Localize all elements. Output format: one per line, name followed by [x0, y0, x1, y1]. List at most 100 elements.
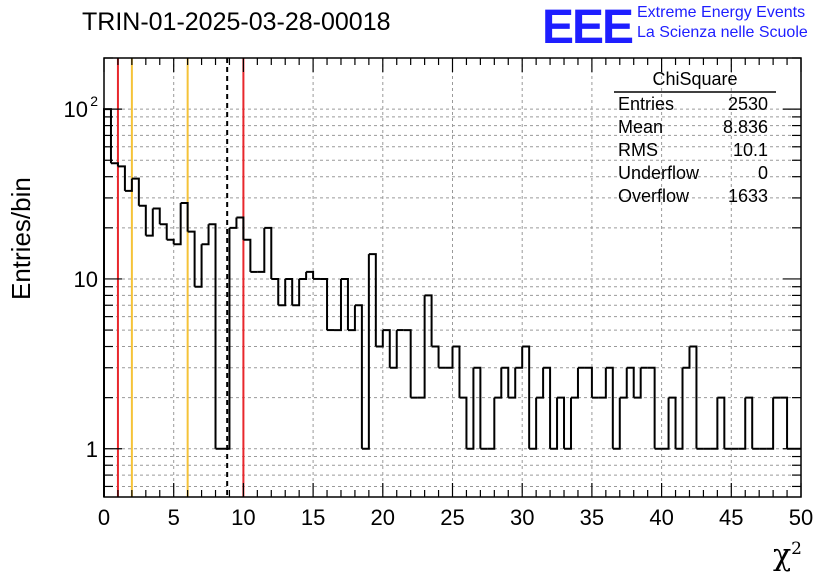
x-tick-label: 40	[649, 505, 673, 530]
histogram-bin	[745, 396, 754, 449]
histogram-bin	[354, 304, 363, 449]
histogram-bin	[494, 367, 503, 399]
histogram-bin	[180, 202, 189, 232]
histogram-bin	[152, 207, 161, 225]
histogram-bin	[584, 366, 593, 398]
histogram-bin	[612, 397, 621, 450]
histogram-bin	[633, 367, 642, 399]
histogram-bin	[647, 366, 656, 449]
logo-line-2: La Scienza nelle Scuole	[637, 24, 808, 41]
stats-row-value: 2530	[728, 94, 768, 114]
histogram-bin	[508, 367, 517, 399]
histogram-bin	[285, 277, 294, 306]
stats-row-label: Entries	[618, 94, 674, 114]
y-tick-label: 1	[86, 437, 98, 462]
histogram-bin	[487, 397, 496, 450]
histogram-bin	[131, 177, 140, 206]
histogram-bin	[619, 367, 628, 399]
x-tick-label: 30	[510, 505, 534, 530]
histogram-bin	[264, 226, 273, 279]
x-tick-label: 25	[440, 505, 464, 530]
histogram-bin	[229, 217, 238, 229]
histogram-bin	[138, 204, 147, 236]
stats-row-label: Underflow	[618, 163, 700, 183]
y-tick-label-superscript: 2	[90, 93, 98, 109]
stats-row-value: 1633	[728, 186, 768, 206]
histogram-bin	[236, 216, 245, 240]
histogram-bin	[598, 367, 607, 399]
histogram-bin	[543, 366, 552, 449]
stats-row-label: RMS	[618, 140, 658, 160]
histogram-bin	[187, 230, 196, 287]
stats-row-label: Mean	[618, 117, 663, 137]
x-tick-label: 5	[168, 505, 180, 530]
stats-row-label: Overflow	[618, 186, 690, 206]
histogram-bin	[145, 208, 154, 237]
histogram-bin	[717, 396, 726, 449]
histogram-bin	[361, 254, 370, 450]
x-tick-label: 15	[301, 505, 325, 530]
histogram-bin	[766, 397, 775, 450]
histogram-bin	[780, 396, 789, 449]
histogram-bin	[668, 396, 677, 449]
histogram-bin	[445, 346, 454, 369]
y-tick-label: 10	[74, 267, 98, 292]
histogram-bin	[536, 367, 545, 399]
x-tick-label: 35	[580, 505, 604, 530]
histogram-bin	[110, 162, 119, 167]
histogram-bin	[682, 346, 691, 369]
histogram-bin	[522, 345, 531, 449]
histogram-bin	[208, 223, 217, 449]
histogram-bin	[194, 244, 203, 288]
logo-line-1: Extreme Energy Events	[637, 4, 806, 21]
x-axis-label-superscript: 2	[791, 539, 802, 559]
chart-title: TRIN-01-2025-03-28-00018	[82, 8, 391, 36]
stats-box-title: ChiSquare	[652, 69, 737, 89]
x-tick-label: 0	[98, 505, 110, 530]
histogram-bin	[459, 396, 468, 449]
histogram-bin	[626, 366, 635, 398]
histogram-bin	[103, 108, 112, 497]
histogram-bin	[347, 305, 356, 332]
histogram-bin	[466, 367, 475, 450]
histogram-layer	[103, 108, 801, 497]
stats-row-value: 0	[758, 163, 768, 183]
histogram-bin	[675, 367, 684, 450]
histogram-bin	[403, 329, 412, 398]
histogram-bin	[557, 396, 566, 449]
histogram-bin	[201, 224, 210, 246]
histogram-bin	[278, 278, 287, 307]
histogram-bin	[689, 345, 698, 449]
y-tick-label: 10	[64, 97, 88, 122]
histogram-bin	[389, 330, 398, 369]
histogram-bin	[710, 397, 719, 450]
histogram-bin	[173, 203, 182, 246]
histogram-bin	[738, 397, 747, 450]
histogram-bin	[375, 330, 384, 348]
x-axis-label: χ2	[773, 538, 802, 573]
histogram-bin	[382, 329, 391, 368]
histogram-bin	[243, 238, 252, 272]
x-tick-label: 45	[719, 505, 743, 530]
x-axis-label-symbol: χ	[772, 538, 792, 573]
histogram-bin	[124, 178, 133, 192]
histogram-bin	[306, 270, 315, 279]
stats-row-value: 10.1	[733, 140, 768, 160]
histogram-bin	[271, 277, 280, 306]
histogram-bin	[159, 223, 168, 240]
histogram-bin	[501, 366, 510, 398]
histogram-bin	[661, 397, 670, 450]
histogram-bin	[368, 253, 377, 347]
histogram-bin	[299, 271, 308, 280]
histogram-bin	[424, 294, 433, 347]
histogram-bin	[473, 366, 482, 449]
histogram-bin	[257, 227, 266, 273]
histogram-bin	[334, 278, 342, 332]
eee-logo: EEE	[542, 1, 634, 54]
histogram-bin	[117, 165, 126, 191]
histogram-bin	[417, 295, 426, 399]
histogram-bin	[515, 346, 524, 369]
histogram-bin	[431, 345, 440, 368]
